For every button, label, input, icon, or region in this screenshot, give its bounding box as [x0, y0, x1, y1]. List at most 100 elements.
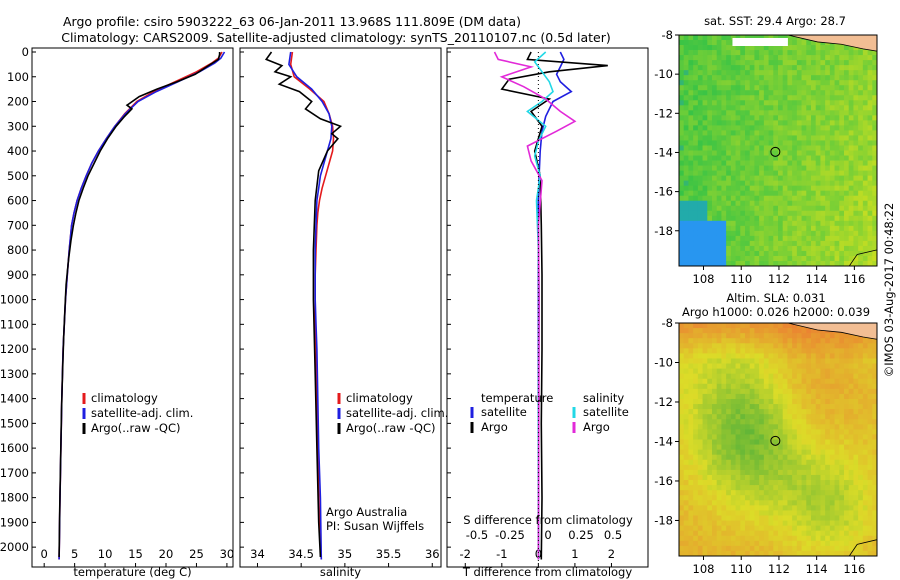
map-cell: [707, 125, 713, 131]
map-cell: [749, 225, 755, 232]
map-cell: [735, 500, 741, 506]
map-cell: [754, 474, 760, 481]
map-cell: [801, 500, 807, 506]
map-cell: [745, 240, 751, 247]
legend-heading: temperature: [481, 391, 553, 405]
map-cell: [829, 459, 835, 466]
map-cell: [683, 530, 689, 537]
map-cell: [867, 255, 873, 262]
map-cell: [721, 338, 727, 344]
map-cell: [721, 230, 727, 237]
map-cell: [815, 515, 821, 521]
map-cell: [862, 495, 868, 501]
map-cell: [815, 120, 821, 126]
map-cell: [862, 250, 868, 257]
map-cell: [787, 545, 793, 552]
map-cell: [801, 225, 807, 232]
map-cell: [820, 80, 826, 86]
map-cell: [754, 155, 760, 161]
y-tick-label: -16: [654, 474, 673, 488]
map-cell: [679, 130, 685, 136]
map-cell: [702, 444, 708, 451]
map-cell: [712, 175, 718, 182]
map-cell: [806, 540, 812, 547]
map-cell: [730, 398, 736, 405]
map-cell: [848, 464, 854, 471]
map-cell: [872, 245, 878, 252]
map-cell: [853, 409, 859, 415]
map-cell: [806, 444, 812, 451]
map-cell: [759, 55, 765, 61]
map-cell: [792, 260, 798, 267]
map-cell: [806, 200, 812, 207]
map-cell: [749, 220, 755, 227]
map-cell: [683, 170, 689, 177]
map-cell: [754, 175, 760, 182]
map-cell: [853, 255, 859, 262]
map-cell: [872, 195, 878, 202]
map-cell: [688, 100, 694, 106]
map-cell: [754, 343, 760, 349]
map-cell: [853, 500, 859, 506]
map-cell: [688, 220, 694, 227]
map-cell: [688, 373, 694, 380]
map-cell: [829, 449, 835, 456]
map-cell: [839, 240, 845, 247]
y-tick-label: 300: [7, 119, 29, 133]
map-cell: [829, 260, 835, 267]
map-cell: [773, 378, 779, 385]
map-cell: [745, 95, 751, 101]
map-cell: [820, 550, 826, 557]
map-cell: [778, 120, 784, 126]
map-cell: [716, 474, 722, 481]
map-cell: [735, 155, 741, 161]
map-cell: [693, 155, 699, 161]
map-cell: [825, 545, 831, 552]
map-cell: [778, 525, 784, 532]
map-cell: [782, 464, 788, 471]
map-cell: [688, 378, 694, 385]
map-cell: [754, 500, 760, 506]
map-cell: [834, 338, 840, 344]
legend-label: satellite-adj. clim.: [91, 406, 193, 420]
map-cell: [829, 235, 835, 242]
map-cell: [844, 195, 850, 202]
map-cell: [867, 65, 873, 71]
map-cell: [778, 363, 784, 369]
map-cell: [754, 70, 760, 76]
map-cell: [792, 55, 798, 61]
map-cell: [721, 550, 727, 557]
map-cell: [806, 215, 812, 222]
map-cell: [773, 409, 779, 415]
map-cell: [759, 205, 765, 212]
map-cell: [801, 75, 807, 81]
map-cell: [730, 90, 736, 96]
map-cell: [763, 170, 769, 177]
map-cell: [867, 550, 873, 557]
map-cell: [721, 170, 727, 177]
map-cell: [749, 205, 755, 212]
map-cell: [811, 160, 817, 166]
map-cell: [829, 165, 835, 171]
map-cell: [848, 480, 854, 486]
map-cell: [787, 414, 793, 420]
map-cell: [773, 210, 779, 217]
map-cell: [749, 145, 755, 151]
map-cell: [853, 250, 859, 257]
map-cell: [787, 75, 793, 81]
map-cell: [707, 220, 713, 227]
map-cell: [778, 115, 784, 121]
map-cell: [787, 125, 793, 131]
map-cell: [782, 155, 788, 161]
map-cell: [820, 150, 826, 156]
map-cell: [740, 50, 746, 56]
map-cell: [796, 130, 802, 136]
map-cell: [683, 230, 689, 237]
x-tick-label: 35.5: [376, 547, 402, 561]
map-cell: [853, 240, 859, 247]
map-cell: [702, 424, 708, 430]
map-cell: [693, 130, 699, 136]
map-cell: [749, 35, 755, 41]
map-cell: [763, 388, 769, 395]
map-cell: [763, 419, 769, 425]
